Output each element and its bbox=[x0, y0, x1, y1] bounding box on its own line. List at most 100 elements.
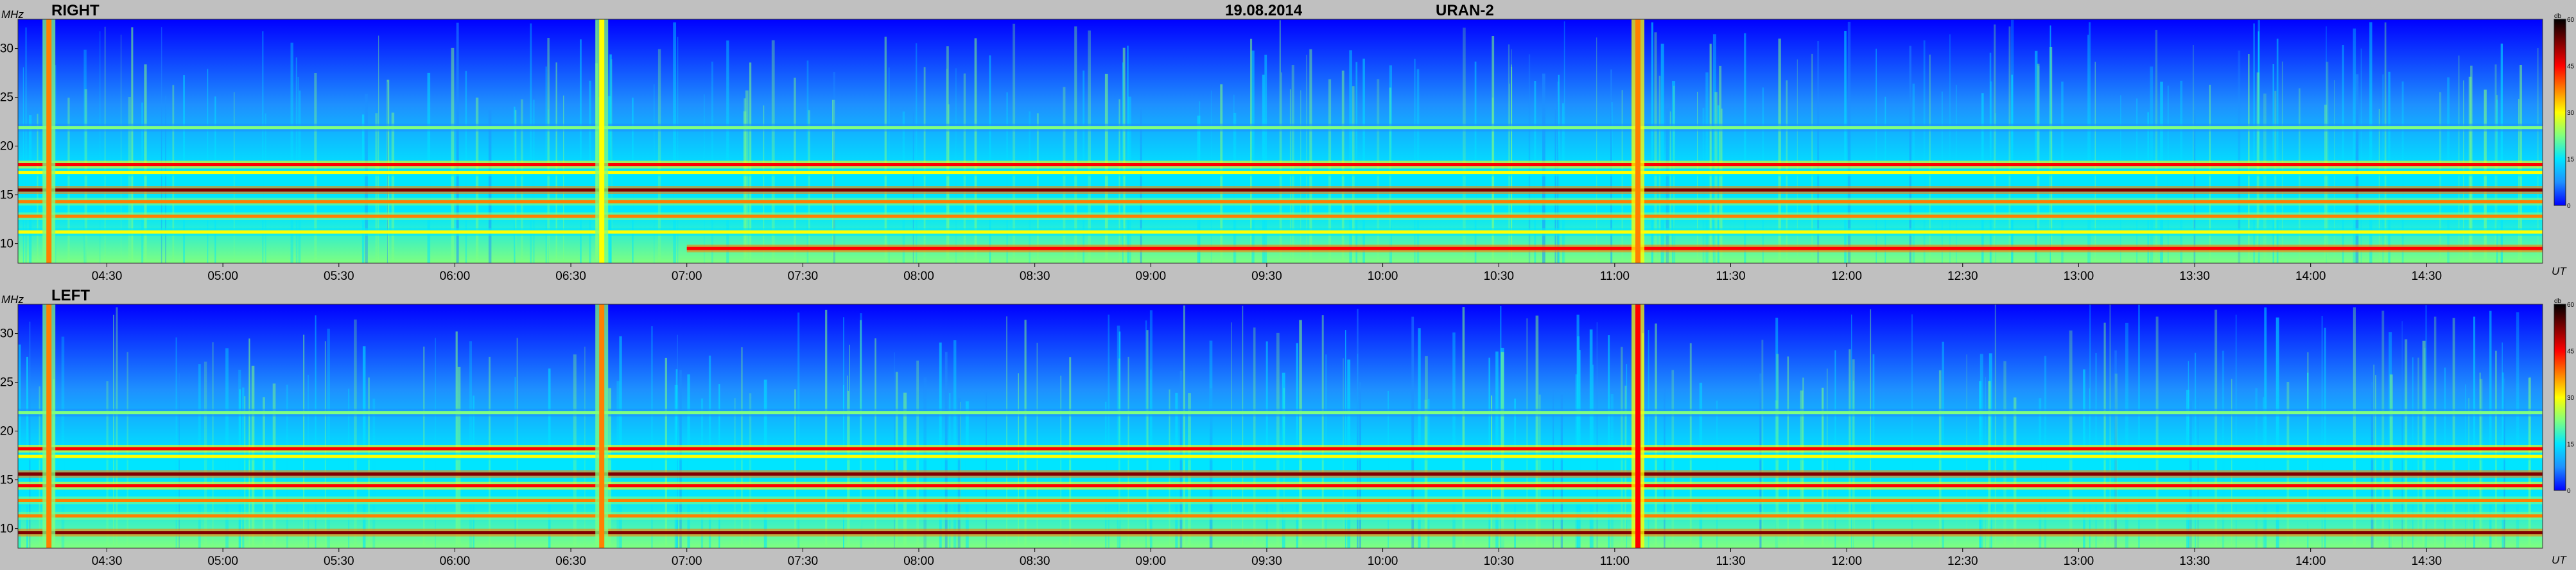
y-tick-label: 30 bbox=[0, 42, 13, 56]
texture-streak bbox=[2326, 26, 2327, 263]
texture-streak bbox=[2324, 105, 2327, 263]
texture-streak bbox=[141, 102, 144, 263]
x-tick-label: 08:00 bbox=[903, 270, 934, 283]
texture-streak bbox=[1306, 55, 1307, 263]
x-tick-label: 14:00 bbox=[2295, 555, 2326, 568]
texture-streak bbox=[2186, 390, 2189, 548]
y-tick-label: 15 bbox=[0, 474, 13, 487]
texture-streak bbox=[744, 98, 747, 263]
y-tick-label: 30 bbox=[0, 327, 13, 341]
texture-streak bbox=[1654, 32, 1657, 263]
texture-streak bbox=[619, 336, 622, 548]
x-unit-label: UT bbox=[2552, 265, 2567, 277]
texture-streak bbox=[2136, 98, 2137, 263]
texture-streak bbox=[1553, 390, 1554, 548]
spectrogram-plot-left bbox=[18, 304, 2543, 548]
texture-streak bbox=[1209, 388, 1213, 548]
x-tick-label: 05:00 bbox=[207, 270, 238, 283]
texture-streak bbox=[272, 383, 276, 548]
texture-streak bbox=[514, 377, 516, 548]
texture-streak bbox=[327, 329, 330, 548]
texture-streak bbox=[1608, 335, 1610, 548]
x-tick-label: 10:30 bbox=[1483, 555, 1514, 568]
texture-streak bbox=[2255, 388, 2258, 548]
texture-streak bbox=[1264, 55, 1267, 263]
texture-streak bbox=[794, 389, 796, 548]
texture-streak bbox=[2518, 99, 2519, 263]
colorbar-tick-label: 0 bbox=[2567, 203, 2571, 210]
texture-streak bbox=[1884, 96, 1886, 263]
x-tick-label: 10:00 bbox=[1368, 555, 1398, 568]
texture-streak bbox=[451, 48, 455, 263]
colorbar-tick-label: 30 bbox=[2567, 110, 2575, 117]
texture-streak bbox=[435, 338, 436, 548]
texture-streak bbox=[2125, 322, 2128, 548]
band-11.2-mhz bbox=[18, 230, 2543, 234]
x-tick-label: 13:00 bbox=[2064, 555, 2094, 568]
texture-streak bbox=[2458, 55, 2460, 263]
texture-streak bbox=[1844, 31, 1847, 263]
texture-streak bbox=[1994, 24, 1996, 263]
texture-streak bbox=[948, 104, 950, 263]
texture-streak bbox=[1817, 41, 1820, 263]
texture-streak bbox=[2049, 25, 2051, 263]
panel-left: LEFT MHz UT db 10 15 20 25 30 04:30 05:00 05:3… bbox=[0, 287, 2575, 568]
texture-streak bbox=[923, 377, 927, 548]
texture-streak bbox=[1759, 373, 1762, 548]
texture-streak bbox=[161, 27, 162, 263]
date-label: 19.08.2014 bbox=[1225, 2, 1303, 19]
texture-streak bbox=[1145, 320, 1147, 548]
spectrogram-background bbox=[18, 19, 2543, 263]
texture-streak bbox=[2502, 372, 2504, 548]
texture-streak bbox=[475, 98, 479, 263]
band-17.3-mhz bbox=[18, 171, 2543, 175]
texture-streak bbox=[1250, 39, 1253, 263]
x-tick-label: 06:30 bbox=[555, 555, 586, 568]
texture-streak bbox=[1118, 99, 1120, 263]
texture-streak bbox=[514, 107, 516, 263]
x-tick-label: 12:30 bbox=[1947, 555, 1978, 568]
texture-streak bbox=[1909, 46, 1911, 263]
x-tick-label: 08:00 bbox=[903, 555, 934, 568]
texture-streak bbox=[1744, 33, 1746, 263]
texture-streak bbox=[2528, 377, 2531, 548]
texture-streak bbox=[2439, 92, 2442, 263]
texture-streak bbox=[2193, 45, 2194, 263]
band-14.4-mhz bbox=[18, 484, 2543, 488]
texture-streak bbox=[1492, 98, 1494, 263]
colorbar-tick-label: 15 bbox=[2567, 442, 2575, 449]
texture-streak bbox=[1981, 93, 1984, 263]
texture-streak bbox=[455, 331, 458, 548]
texture-streak bbox=[128, 97, 131, 263]
x-tick-label: 14:30 bbox=[2412, 270, 2442, 283]
texture-streak bbox=[1299, 320, 1302, 548]
band-12.9-mhz bbox=[18, 499, 2543, 502]
texture-streak bbox=[1074, 26, 1077, 263]
texture-streak bbox=[860, 320, 862, 548]
texture-streak bbox=[2258, 31, 2259, 263]
texture-streak bbox=[2238, 50, 2241, 263]
texture-streak bbox=[2342, 45, 2344, 263]
texture-streak bbox=[2473, 316, 2476, 548]
texture-streak bbox=[1822, 388, 1824, 548]
x-tick-label: 09:30 bbox=[1251, 555, 1282, 568]
y-tick-label: 20 bbox=[0, 140, 13, 153]
texture-streak bbox=[1979, 381, 1981, 548]
x-tick-label: 07:00 bbox=[672, 270, 702, 283]
texture-streak bbox=[1300, 90, 1301, 263]
texture-streak bbox=[2035, 51, 2038, 263]
texture-streak bbox=[2537, 48, 2539, 263]
y-tick-label: 10 bbox=[0, 238, 13, 251]
texture-streak bbox=[875, 338, 876, 548]
texture-streak bbox=[2353, 307, 2356, 548]
panel-right: RIGHT MHz UT db 10 15 20 25 30 04:30 05:00 05:… bbox=[0, 2, 2575, 283]
texture-streak bbox=[1775, 317, 1779, 548]
texture-streak bbox=[368, 377, 370, 548]
band-11.3-mhz bbox=[18, 514, 2543, 518]
texture-streak bbox=[2500, 43, 2503, 263]
texture-streak bbox=[67, 98, 70, 263]
texture-streak bbox=[1149, 310, 1153, 548]
texture-streak bbox=[1452, 332, 1456, 548]
texture-streak bbox=[580, 39, 582, 263]
